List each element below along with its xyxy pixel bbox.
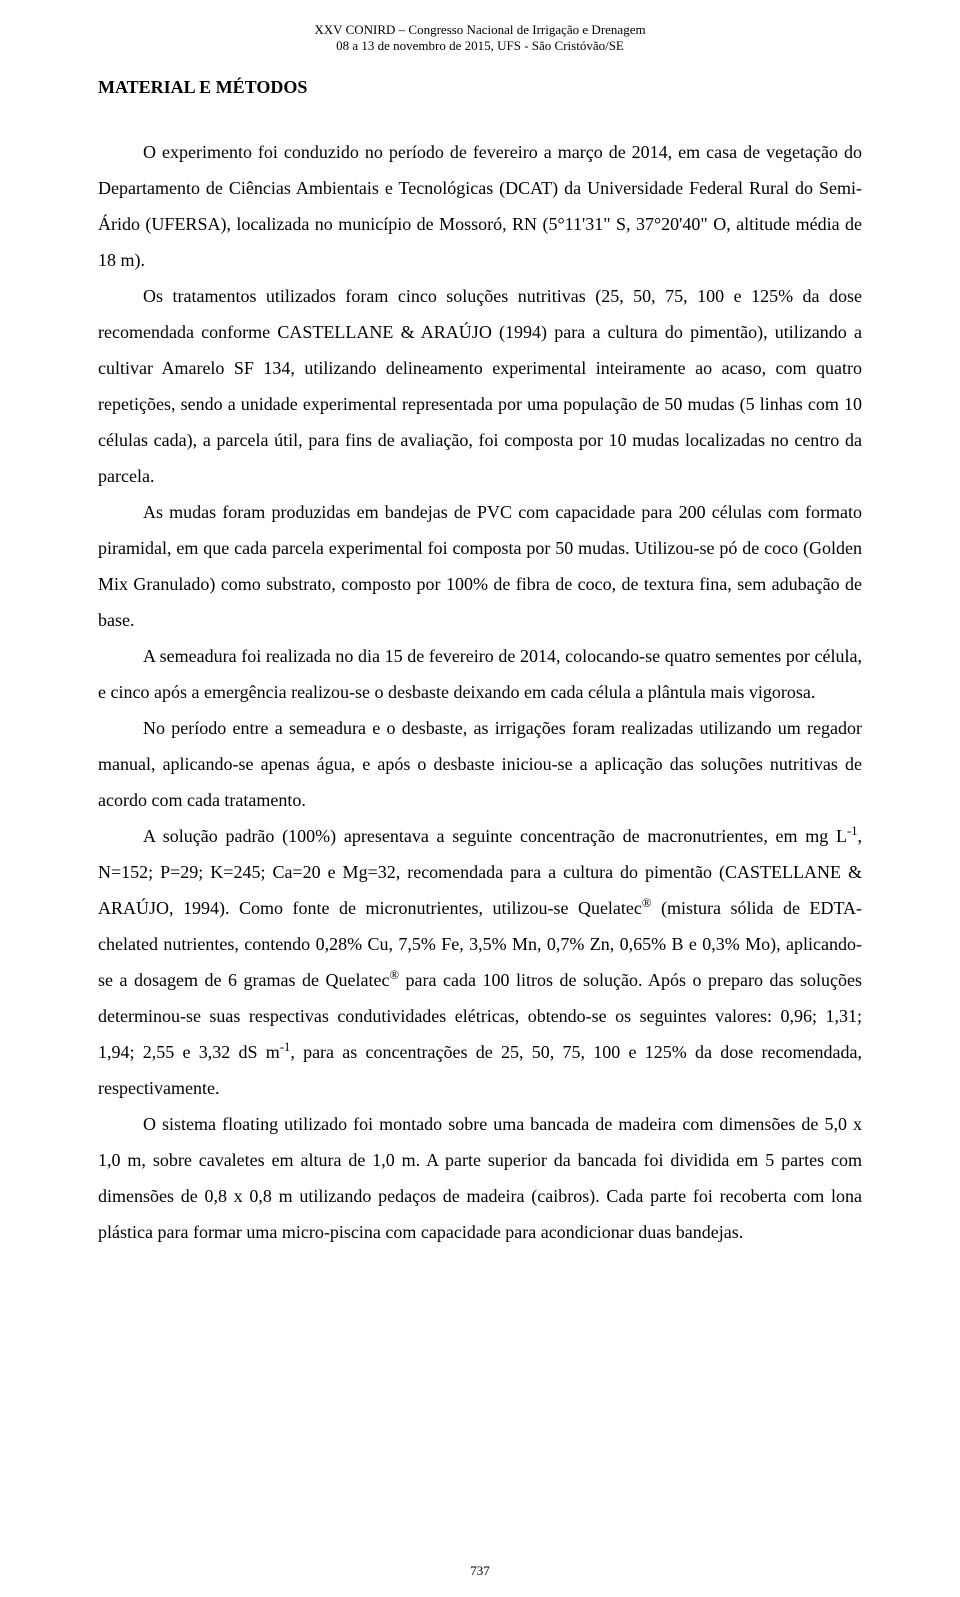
paragraph-7: O sistema floating utilizado foi montado… — [98, 1106, 862, 1250]
paragraph-6-part-a: A solução padrão (100%) apresentava a se… — [143, 826, 847, 846]
superscript-neg1-2: -1 — [280, 1040, 291, 1054]
paragraph-4: A semeadura foi realizada no dia 15 de f… — [98, 638, 862, 710]
superscript-neg1-1: -1 — [847, 824, 858, 838]
running-head-line2: 08 a 13 de novembro de 2015, UFS - São C… — [336, 38, 624, 53]
paragraph-1: O experimento foi conduzido no período d… — [98, 134, 862, 278]
running-head-line1: XXV CONIRD – Congresso Nacional de Irrig… — [314, 22, 645, 37]
section-title: MATERIAL E MÉTODOS — [98, 77, 862, 98]
page-number: 737 — [470, 1563, 490, 1579]
superscript-reg-2: ® — [389, 968, 399, 982]
paragraph-5: No período entre a semeadura e o desbast… — [98, 710, 862, 818]
paragraph-2: Os tratamentos utilizados foram cinco so… — [98, 278, 862, 494]
page: XXV CONIRD – Congresso Nacional de Irrig… — [0, 0, 960, 1597]
paragraph-3: As mudas foram produzidas em bandejas de… — [98, 494, 862, 638]
running-head: XXV CONIRD – Congresso Nacional de Irrig… — [98, 22, 862, 55]
paragraph-6: A solução padrão (100%) apresentava a se… — [98, 818, 862, 1106]
body-text: O experimento foi conduzido no período d… — [98, 134, 862, 1250]
